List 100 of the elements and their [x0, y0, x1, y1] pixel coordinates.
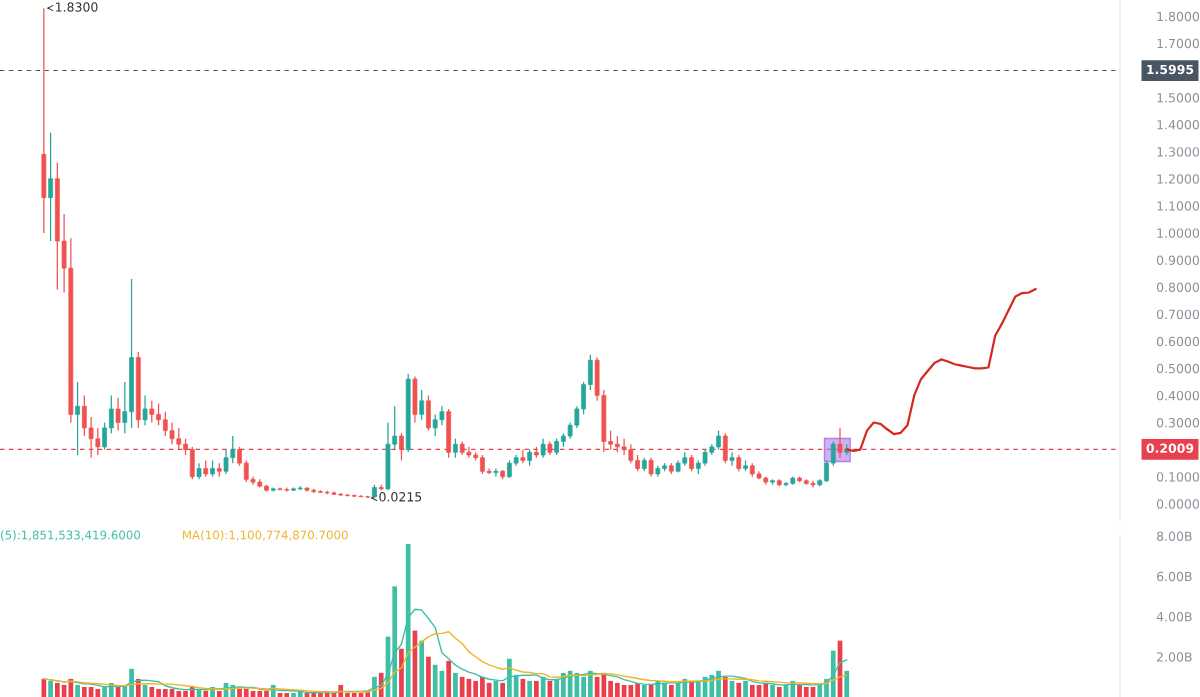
bar	[284, 692, 290, 697]
y-tick-label: 8.00B	[1156, 531, 1192, 541]
bar	[500, 682, 506, 697]
bar	[608, 680, 613, 697]
candlestick	[419, 389, 425, 421]
bar	[176, 690, 182, 697]
candlestick	[108, 394, 114, 434]
bar	[763, 682, 769, 697]
bar	[95, 688, 101, 697]
candlestick	[830, 440, 836, 467]
candlestick	[453, 438, 458, 459]
candlestick	[716, 430, 721, 451]
candlestick	[493, 467, 499, 478]
bar	[743, 680, 748, 697]
y-tick-label: 4.00B	[1156, 611, 1192, 622]
y-tick-label: 1.8000	[1157, 11, 1200, 22]
y-tick-label: 0.8000	[1156, 282, 1200, 293]
annotation: 1.8300	[56, 2, 98, 12]
bar	[324, 692, 330, 697]
candlestick	[75, 381, 80, 456]
bar	[311, 692, 317, 697]
bar	[345, 692, 350, 697]
bar	[257, 690, 263, 697]
y-tick-label: 0.6000	[1156, 336, 1200, 347]
y-tick-label: 0.9000	[1156, 255, 1200, 265]
bar	[162, 688, 168, 697]
bar	[527, 680, 532, 697]
y-tick-label: 1.3000	[1157, 147, 1200, 157]
bar	[635, 682, 640, 697]
bar	[776, 686, 782, 697]
candlestick	[399, 432, 404, 462]
bar	[81, 686, 87, 697]
bar	[486, 682, 492, 697]
y-tick-label: 2.00B	[1157, 652, 1192, 662]
y-tick-label: 1.0000	[1157, 228, 1200, 238]
candlestick	[48, 132, 53, 242]
candlestick	[837, 427, 843, 459]
y-tick-label: 1.2000	[1157, 174, 1200, 184]
bar	[722, 676, 728, 697]
bar	[216, 690, 222, 697]
candlestick	[540, 438, 546, 459]
candlestick	[122, 381, 128, 434]
y-tick-label: 0.1000	[1156, 472, 1200, 482]
candlestick	[520, 448, 526, 464]
y-tick-label: 0.7000	[1156, 309, 1200, 320]
y-tick-label: 0.3000	[1156, 417, 1200, 428]
y-tick-label: 1.5000	[1157, 92, 1200, 103]
candlestick	[156, 402, 161, 426]
bar	[156, 688, 161, 697]
ref-line-label: 0.2009	[1146, 443, 1194, 453]
bar	[243, 688, 249, 697]
candlestick	[729, 451, 735, 467]
annotation: 0.0215	[379, 492, 422, 502]
candlestick	[237, 446, 242, 467]
bar	[48, 680, 53, 697]
bar	[480, 676, 485, 697]
candlestick	[149, 400, 155, 424]
y-tick-label: 0.4000	[1156, 390, 1200, 401]
bar	[338, 684, 344, 697]
candlestick	[824, 459, 829, 483]
bar	[399, 648, 404, 697]
bar	[473, 680, 479, 697]
bar	[351, 692, 357, 697]
bar	[628, 684, 634, 697]
bar	[446, 660, 452, 697]
candlestick	[115, 397, 121, 432]
bar	[453, 672, 458, 697]
bar	[736, 682, 742, 697]
bar	[68, 678, 74, 697]
y-tick-label: 1.7000	[1157, 38, 1200, 49]
bar	[668, 684, 674, 697]
bar	[844, 670, 850, 697]
bar	[318, 692, 323, 697]
bar	[614, 682, 620, 697]
candlestick	[648, 457, 654, 478]
bar	[797, 684, 802, 697]
bar	[237, 688, 242, 697]
bar	[534, 680, 539, 697]
y-tick-label: 0.0000	[1156, 499, 1200, 509]
text: MA(10):1,100,774,870.7000	[183, 530, 348, 541]
bar	[203, 690, 209, 697]
bar	[54, 682, 60, 697]
bar	[149, 686, 155, 697]
bar	[41, 678, 47, 697]
y-tick-label: 1.1000	[1157, 201, 1200, 211]
bar	[264, 690, 269, 697]
bar	[183, 690, 188, 697]
bar	[432, 664, 438, 697]
bar	[581, 676, 586, 697]
bar	[803, 686, 809, 697]
text: (5):1,851,533,419.6000	[1, 530, 141, 541]
bar	[601, 672, 607, 697]
y-tick-label: 0.5000	[1156, 363, 1200, 374]
y-tick-label: 6.00B	[1156, 571, 1192, 582]
bar	[426, 656, 431, 697]
line-series	[43, 631, 848, 693]
bar	[749, 684, 755, 697]
y-tick-label: 1.4000	[1157, 120, 1200, 130]
bar	[459, 676, 465, 697]
candlestick	[102, 421, 107, 451]
